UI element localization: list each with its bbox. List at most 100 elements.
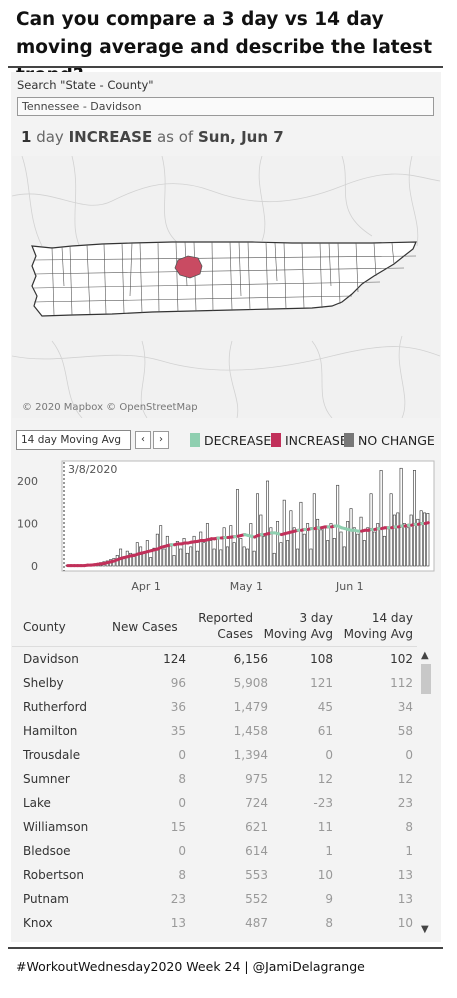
bar[interactable] [409,514,413,567]
cases-chart[interactable]: 3/8/2020 0 100 200 Apr 1 May 1 Jun 1 [12,458,440,604]
bar[interactable] [222,527,226,567]
bar[interactable] [399,467,403,567]
bar[interactable] [416,518,420,567]
bar[interactable] [412,470,416,567]
bar[interactable] [382,535,386,567]
bar[interactable] [426,512,430,567]
bar[interactable] [332,538,336,567]
bar[interactable] [232,542,236,567]
bar[interactable] [392,514,396,567]
davidson-county-highlight[interactable] [174,255,203,279]
bar[interactable] [246,548,249,567]
col-county[interactable]: County [23,620,66,634]
bar[interactable] [175,541,179,567]
bar[interactable] [339,531,343,567]
table-row[interactable]: Rutherford 36 1,479 45 34 [12,696,417,720]
bar[interactable] [402,523,406,567]
table-row[interactable]: Sumner 8 975 12 12 [12,768,417,792]
bar[interactable] [279,542,283,567]
bar[interactable] [252,550,256,567]
bar[interactable] [125,550,129,567]
bar[interactable] [359,516,363,567]
bar[interactable] [306,523,310,567]
bar[interactable] [352,527,356,567]
bar[interactable] [302,533,306,567]
bar[interactable] [182,538,186,567]
bar[interactable] [342,546,346,567]
chart-svg[interactable]: 3/8/2020 0 100 200 Apr 1 May 1 Jun 1 [12,458,440,604]
bar[interactable] [362,540,366,567]
bar[interactable] [152,547,156,567]
scroll-up-icon[interactable]: ▲ [421,650,429,661]
bar[interactable] [366,527,370,567]
bar[interactable] [292,527,296,567]
table-row[interactable]: Bledsoe 0 614 1 1 [12,840,417,864]
bar[interactable] [129,552,133,567]
search-input[interactable]: Tennessee - Davidson [17,97,434,116]
bar[interactable] [179,548,183,567]
bar[interactable] [286,540,290,567]
table-row[interactable]: Hamilton 35 1,458 61 58 [12,720,417,744]
bar[interactable] [276,521,280,567]
bar[interactable] [346,521,350,567]
table-row[interactable]: Robertson 8 553 10 13 [12,864,417,888]
bar[interactable] [149,557,153,567]
bar[interactable] [192,535,196,567]
bar[interactable] [229,525,233,567]
bar[interactable] [185,552,189,567]
table-row[interactable]: Knox 13 487 8 10 [12,912,417,936]
bar[interactable] [349,508,353,567]
bar[interactable] [219,549,223,567]
bar[interactable] [269,527,273,567]
bar[interactable] [379,470,383,567]
bar[interactable] [423,512,426,567]
bar[interactable] [199,531,203,567]
bar[interactable] [386,527,390,567]
bar[interactable] [239,538,243,567]
bar[interactable] [419,510,423,567]
bar[interactable] [202,542,206,567]
col-new-cases[interactable]: New Cases [112,620,178,634]
bar[interactable] [272,552,276,567]
table-row[interactable]: Lake 0 724 -23 23 [12,792,417,816]
bar[interactable] [262,535,266,567]
col-reported[interactable]: Reported Cases [196,610,253,642]
bar[interactable] [299,501,303,567]
table-row[interactable]: Shelby 96 5,908 121 112 [12,672,417,696]
bar[interactable] [396,512,400,567]
bar[interactable] [209,540,213,567]
bar[interactable] [326,540,330,567]
bar[interactable] [256,493,259,567]
map-svg[interactable] [11,155,441,419]
col-14day[interactable]: 14 day Moving Avg [342,610,413,642]
bar[interactable] [372,531,376,567]
measure-dropdown[interactable]: 14 day Moving Avg [16,430,131,450]
bar[interactable] [322,527,326,567]
bar[interactable] [356,533,360,567]
bar[interactable] [195,550,199,567]
table-scrollbar[interactable]: ▲ ▼ [418,648,434,938]
bar[interactable] [162,548,166,567]
bar[interactable] [249,523,253,567]
bar[interactable] [376,523,380,567]
bar[interactable] [172,555,176,567]
bar[interactable] [406,527,410,567]
bar[interactable] [225,546,229,567]
table-row[interactable]: Davidson 124 6,156 108 102 [12,648,417,672]
bar[interactable] [189,546,193,567]
scroll-down-icon[interactable]: ▼ [421,924,429,935]
bar[interactable] [139,546,143,567]
bar[interactable] [142,552,146,567]
bar[interactable] [169,544,173,567]
bar[interactable] [316,518,320,567]
bar[interactable] [165,535,169,567]
bar[interactable] [296,548,300,567]
bar[interactable] [259,514,263,567]
bar[interactable] [212,548,216,567]
bar[interactable] [215,538,219,567]
scroll-thumb[interactable] [421,664,431,694]
bar[interactable] [236,489,239,567]
bar[interactable] [389,493,393,567]
next-button[interactable]: › [153,431,169,449]
bar[interactable] [242,546,246,567]
